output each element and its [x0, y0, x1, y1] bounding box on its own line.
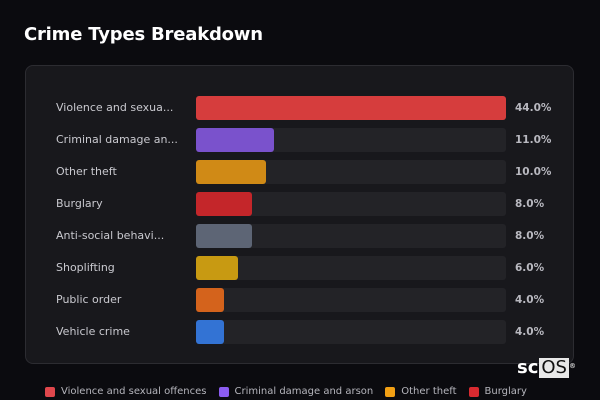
legend-item[interactable]: Violence and sexual offences	[45, 386, 207, 397]
bar-row: Shoplifting 6.0%	[26, 256, 573, 280]
bar-value: 44.0%	[515, 102, 552, 114]
bar-fill[interactable]	[196, 288, 225, 312]
legend-swatch-icon	[45, 386, 55, 397]
legend-label: Criminal damage and arson	[234, 386, 374, 397]
bar-label: Shoplifting	[56, 261, 115, 274]
bar-row: Public order 4.0%	[26, 288, 573, 312]
bar-track	[196, 128, 506, 152]
bar-label: Other theft	[56, 165, 117, 178]
bar-row: Criminal damage an... 11.0%	[26, 128, 573, 152]
legend-swatch-icon	[218, 386, 229, 397]
scos-logo: sc OS ®	[517, 358, 576, 378]
legend-label: Other theft	[401, 386, 457, 397]
bar-fill[interactable]	[196, 128, 274, 152]
bar-track	[196, 224, 506, 248]
bar-label: Public order	[56, 293, 122, 306]
bar-track	[196, 256, 506, 280]
bar-fill[interactable]	[196, 224, 253, 248]
bar-row: Violence and sexua... 44.0%	[26, 96, 573, 120]
bar-label: Anti-social behavi...	[56, 229, 165, 242]
bar-label: Violence and sexua...	[56, 101, 174, 114]
bar-fill[interactable]	[196, 96, 506, 120]
bar-value: 4.0%	[515, 326, 545, 338]
bar-value: 11.0%	[515, 134, 552, 146]
bar-value: 8.0%	[515, 230, 545, 242]
bar-value: 10.0%	[515, 166, 552, 178]
bar-fill[interactable]	[196, 256, 239, 280]
legend-item[interactable]: Burglary	[468, 386, 527, 397]
bar-value: 6.0%	[515, 262, 545, 274]
bar-track	[196, 192, 506, 216]
chart-title: Crime Types Breakdown	[24, 24, 263, 45]
bar-row: Anti-social behavi... 8.0%	[26, 224, 573, 248]
bar-track	[196, 320, 506, 344]
logo-os: OS	[539, 357, 569, 378]
logo-sc: sc	[517, 357, 539, 378]
chart-legend: Violence and sexual offences Criminal dam…	[45, 386, 527, 397]
legend-swatch-icon	[385, 386, 396, 397]
chart-card: Violence and sexua... 44.0% Criminal damag…	[25, 65, 574, 364]
legend-label: Violence and sexual offences	[61, 386, 207, 397]
bar-track	[196, 288, 506, 312]
bar-label: Burglary	[56, 197, 103, 210]
legend-item[interactable]: Criminal damage and arson	[218, 386, 374, 397]
bar-fill[interactable]	[196, 320, 225, 344]
bar-row: Burglary 8.0%	[26, 192, 573, 216]
bar-track	[196, 96, 506, 120]
bar-label: Vehicle crime	[56, 325, 130, 338]
bar-value: 4.0%	[515, 294, 545, 306]
legend-label: Burglary	[484, 386, 527, 397]
bar-track	[196, 160, 506, 184]
bar-label: Criminal damage an...	[56, 133, 178, 146]
bar-row: Other theft 10.0%	[26, 160, 573, 184]
bar-fill[interactable]	[196, 192, 253, 216]
bar-fill[interactable]	[196, 160, 267, 184]
registered-mark: ®	[568, 362, 576, 370]
legend-item[interactable]: Other theft	[385, 386, 457, 397]
bar-value: 8.0%	[515, 198, 545, 210]
bar-row: Vehicle crime 4.0%	[26, 320, 573, 344]
legend-swatch-icon	[468, 386, 479, 397]
